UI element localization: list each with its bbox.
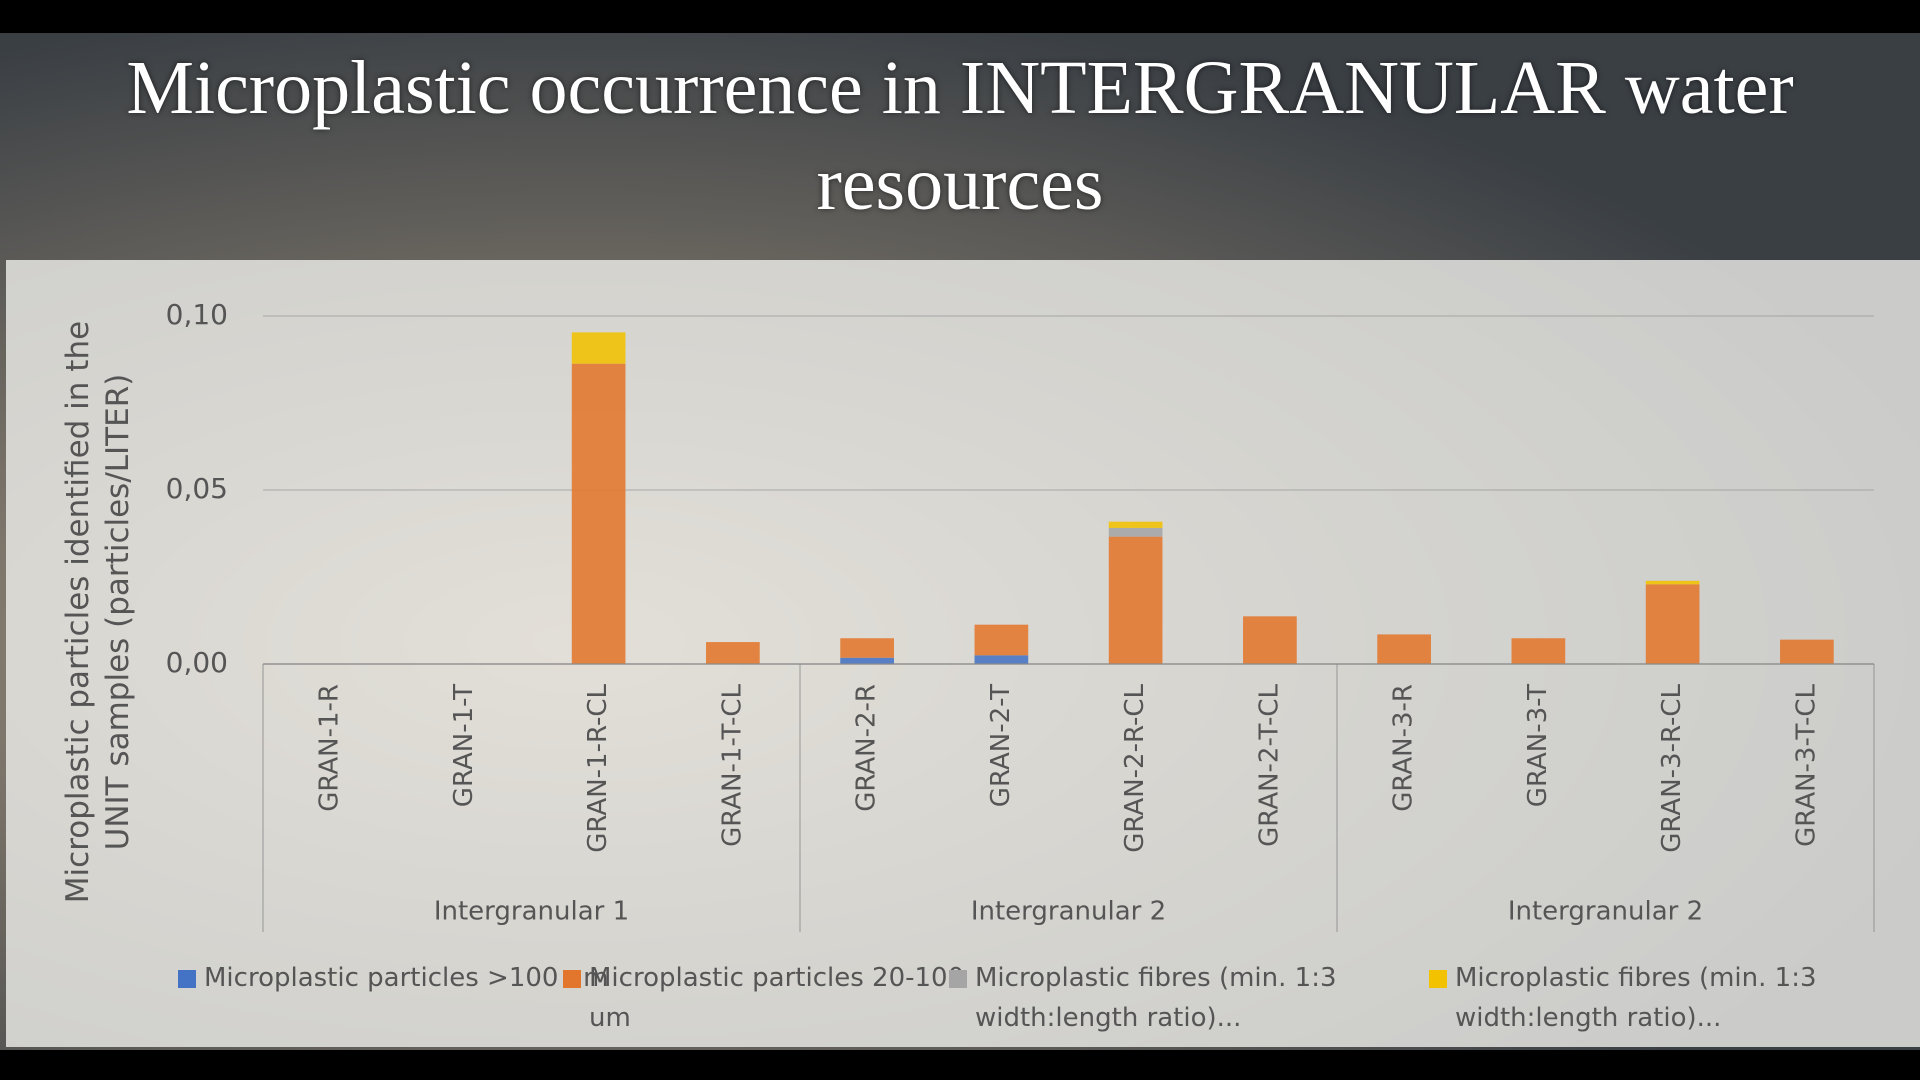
bar-segment — [1780, 639, 1834, 664]
x-tick-label: GRAN-2-T — [986, 684, 1016, 807]
group-label: Intergranular 2 — [971, 897, 1166, 927]
legend-label: Microplastic fibres (min. 1:3 width:leng… — [1455, 963, 1817, 1033]
legend-swatch — [949, 970, 967, 988]
group-label: Intergranular 1 — [434, 897, 629, 927]
legend-swatch — [178, 970, 196, 988]
bar-segment — [571, 363, 626, 664]
legend-item: Microplastic fibres (min. 1:3 width:leng… — [1429, 958, 1875, 1038]
legend-item: Microplastic particles >100 um — [178, 958, 624, 998]
bar-segment — [1377, 634, 1431, 664]
group-label: Intergranular 2 — [1508, 897, 1703, 927]
chart-title: Microplastic occurrence in INTERGRANULAR… — [126, 46, 1794, 226]
x-tick-label: GRAN-3-R — [1389, 684, 1419, 812]
bar-segment — [974, 655, 1029, 664]
y-tick-label: 0,00 — [166, 646, 228, 679]
legend-label: Microplastic fibres (min. 1:3 width:leng… — [975, 963, 1337, 1033]
legend-label: Microplastic particles 20-100 um — [589, 963, 965, 1033]
x-tick-label: GRAN-3-T — [1523, 684, 1553, 807]
x-tick-label: GRAN-3-R-CL — [1657, 683, 1687, 852]
bar-segment — [1511, 638, 1566, 664]
y-tick-label: 0,05 — [166, 472, 228, 505]
bar-segment — [1243, 616, 1297, 664]
bar-segment — [1108, 521, 1163, 528]
bar-segment — [706, 642, 760, 664]
x-tick-label: GRAN-2-T-CL — [1254, 683, 1284, 846]
bar-segment — [1645, 584, 1700, 664]
x-tick-label: GRAN-2-R — [852, 684, 882, 812]
x-tick-label: GRAN-1-R — [315, 684, 345, 812]
bar-segment — [1108, 536, 1163, 664]
chart-panel — [6, 260, 1920, 1047]
bar-segment — [1108, 527, 1163, 537]
legend-item: Microplastic fibres (min. 1:3 width:leng… — [949, 958, 1395, 1038]
bar-segment — [840, 657, 894, 664]
x-tick-label: GRAN-3-T-CL — [1791, 683, 1821, 846]
legend-label: Microplastic particles >100 um — [204, 963, 609, 993]
x-tick-label: GRAN-1-T — [449, 684, 479, 807]
legend-item: Microplastic particles 20-100 um — [563, 958, 1009, 1038]
x-tick-label: GRAN-1-R-CL — [583, 683, 613, 852]
legend-swatch — [563, 970, 581, 988]
x-tick-label: GRAN-1-T-CL — [717, 683, 747, 846]
y-tick-label: 0,10 — [166, 298, 228, 331]
bar-segment — [571, 332, 626, 364]
bar-segment — [974, 624, 1029, 656]
legend-swatch — [1429, 970, 1447, 988]
x-tick-label: GRAN-2-R-CL — [1120, 683, 1150, 852]
bar-segment — [840, 638, 894, 658]
bar-segment — [1645, 580, 1700, 585]
